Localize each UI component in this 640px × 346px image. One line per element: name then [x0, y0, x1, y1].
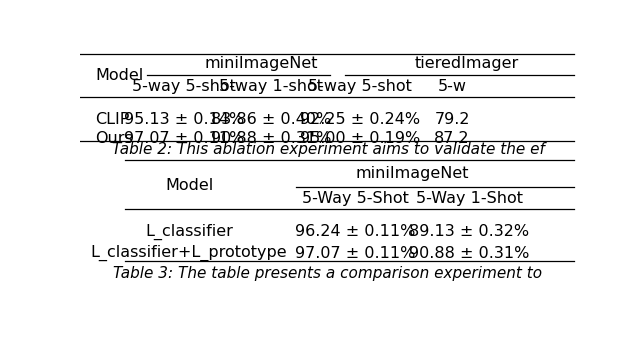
Text: 5-way 5-shot: 5-way 5-shot	[132, 79, 236, 94]
Text: 5-w: 5-w	[438, 79, 467, 94]
Text: 90.88 ± 0.31%: 90.88 ± 0.31%	[211, 131, 331, 146]
Text: 87.2: 87.2	[434, 131, 470, 146]
Text: Table 3: The table presents a comparison experiment to: Table 3: The table presents a comparison…	[113, 266, 543, 281]
Text: CLIP: CLIP	[95, 112, 129, 127]
Text: Model: Model	[95, 68, 143, 83]
Text: 89.13 ± 0.32%: 89.13 ± 0.32%	[410, 224, 529, 239]
Text: L_classifier+L_prototype: L_classifier+L_prototype	[91, 245, 287, 262]
Text: 97.07 ± 0.11%: 97.07 ± 0.11%	[124, 131, 244, 146]
Text: miniImageNet: miniImageNet	[356, 166, 469, 181]
Text: 90.88 ± 0.31%: 90.88 ± 0.31%	[409, 246, 529, 261]
Text: 83.86 ± 0.40%: 83.86 ± 0.40%	[211, 112, 331, 127]
Text: 95.00 ± 0.19%: 95.00 ± 0.19%	[300, 131, 420, 146]
Text: 95.13 ± 0.14%: 95.13 ± 0.14%	[124, 112, 244, 127]
Text: 97.07 ± 0.11%: 97.07 ± 0.11%	[295, 246, 415, 261]
Text: 5-way 1-shot: 5-way 1-shot	[219, 79, 323, 94]
Text: 5-Way 5-Shot: 5-Way 5-Shot	[302, 191, 409, 206]
Text: Table 2: This ablation experiment aims to validate the ef: Table 2: This ablation experiment aims t…	[111, 142, 545, 157]
Text: 96.24 ± 0.11%: 96.24 ± 0.11%	[295, 224, 415, 239]
Text: tieredImager: tieredImager	[415, 56, 519, 71]
Text: 5-Way 1-Shot: 5-Way 1-Shot	[416, 191, 523, 206]
Text: 5-way 5-shot: 5-way 5-shot	[308, 79, 412, 94]
Text: 92.25 ± 0.24%: 92.25 ± 0.24%	[300, 112, 420, 127]
Text: Ours: Ours	[95, 131, 132, 146]
Text: Model: Model	[165, 179, 213, 193]
Text: L_classifier: L_classifier	[145, 224, 233, 240]
Text: 79.2: 79.2	[435, 112, 470, 127]
Text: miniImageNet: miniImageNet	[204, 56, 318, 71]
